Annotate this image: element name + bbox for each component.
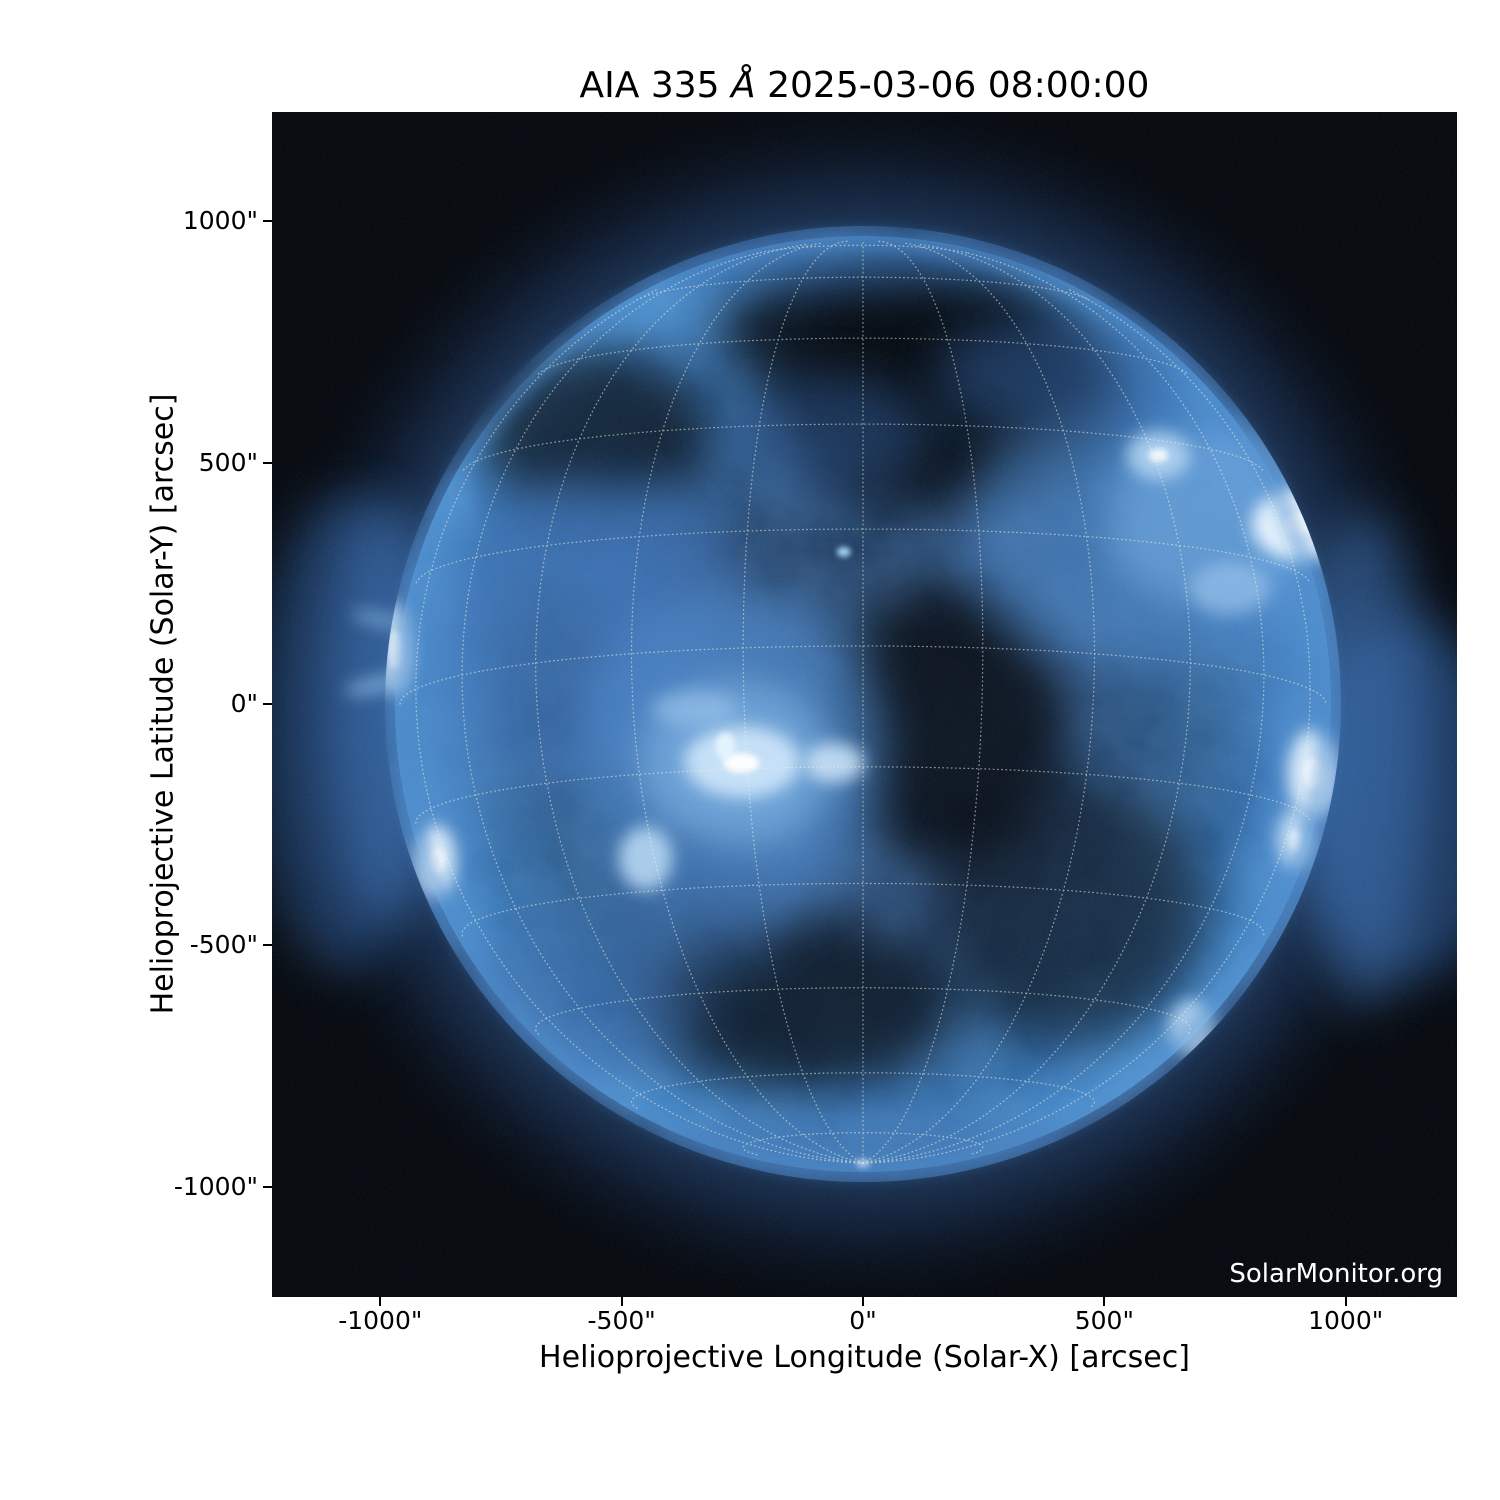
figure-title: AIA 335 Å 2025-03-06 08:00:00 [272,66,1457,106]
y-tick-mark [263,461,272,464]
y-tick-mark [263,703,272,705]
x-tick-mark [1344,1297,1347,1306]
title-angstrom-symbol: Å [731,65,756,106]
sensor-grain [272,112,1457,1297]
y-tick-label: -500" [189,930,258,960]
x-tick-mark [862,1297,864,1306]
y-tick-label: 500" [198,447,258,477]
solar-image-plot: SolarMonitor.org [272,112,1457,1297]
title-datetime: 2025-03-06 08:00:00 [755,65,1150,106]
watermark-text: SolarMonitor.org [1229,1259,1443,1289]
title-prefix: AIA 335 [579,65,732,106]
solar-plot-svg [272,112,1457,1297]
x-tick-label: 0" [849,1306,877,1335]
y-tick-label: 1000" [182,206,258,236]
x-tick-label: -500" [587,1306,656,1335]
y-tick-label: 0" [230,689,258,718]
y-tick-mark [263,220,272,223]
x-axis-label: Helioprojective Longitude (Solar-X) [arc… [539,1340,1190,1375]
y-tick-mark [263,1185,272,1188]
x-tick-mark [379,1297,382,1306]
x-tick-label: -1000" [338,1306,423,1335]
x-tick-mark [620,1297,623,1306]
x-tick-label: 500" [1074,1306,1134,1335]
x-tick-mark [1103,1297,1106,1306]
heliographic-grid [399,240,1327,1164]
y-tick-mark [263,944,272,947]
y-tick-label: -1000" [173,1171,258,1201]
y-axis-label: Helioprojective Latitude (Solar-Y) [arcs… [145,393,181,1015]
x-tick-label: 1000" [1308,1306,1384,1335]
